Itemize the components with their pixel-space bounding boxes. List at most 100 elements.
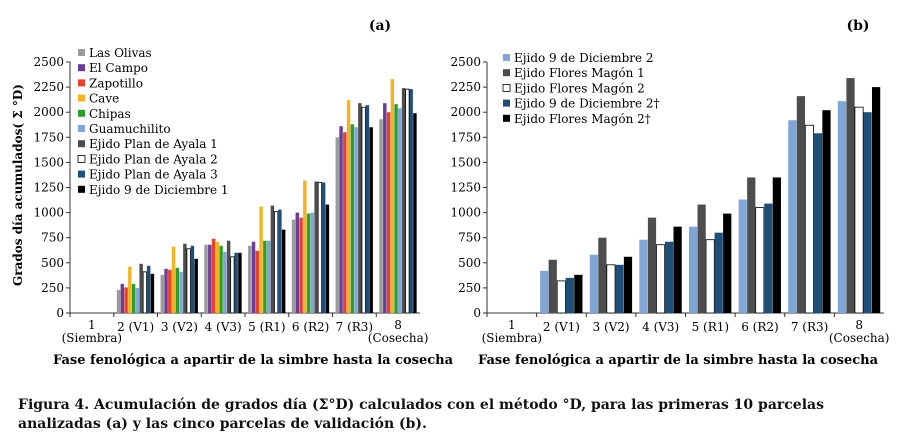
y-tick-label-a: 1250: [33, 181, 64, 195]
bar: [369, 127, 373, 313]
legend-swatch: [78, 170, 85, 178]
y-tick-label-b: 1500: [450, 155, 481, 169]
bar: [398, 108, 402, 314]
bar: [234, 252, 238, 313]
bar: [223, 251, 227, 313]
legend-label: Las Olivas: [89, 46, 152, 60]
bar: [383, 103, 387, 313]
bar: [401, 88, 406, 313]
legend-label: Guamuchilito: [89, 122, 171, 136]
legend-swatch: [503, 114, 510, 122]
legend-label: El Campo: [89, 61, 148, 75]
bar: [150, 273, 155, 313]
bar: [565, 277, 574, 313]
bar: [409, 89, 413, 313]
legend-label: Ejido Plan de Ayala 2: [89, 152, 218, 166]
bar: [238, 252, 242, 313]
bar: [390, 79, 395, 314]
bar: [556, 280, 566, 314]
figure-caption: Figura 4. Acumulación de grados día (Σ°D…: [18, 397, 824, 432]
bar: [361, 106, 366, 314]
bar: [259, 206, 263, 313]
bar: [548, 259, 557, 313]
bar: [168, 269, 172, 313]
bar: [116, 289, 121, 313]
bar: [804, 124, 814, 314]
x-axis-title-a: Fase fenológica a apartir de la simbre h…: [53, 353, 454, 368]
bar: [183, 243, 187, 313]
y-tick-label-a: 2250: [33, 80, 64, 94]
legend-swatch: [78, 94, 85, 102]
bar: [697, 204, 706, 313]
bar: [598, 237, 607, 313]
bar: [215, 241, 220, 313]
legend-label: Ejido 9 de Diciembre 1: [89, 183, 229, 197]
bar: [120, 283, 125, 313]
bar: [270, 205, 275, 313]
bar: [350, 124, 355, 313]
x-tick-label-a: 3 (V2): [161, 320, 198, 334]
bar: [291, 219, 296, 313]
y-tick-label-b: 2500: [450, 55, 481, 69]
bar: [822, 110, 831, 313]
y-tick-label-b: 1000: [450, 206, 481, 220]
bar: [295, 212, 300, 313]
x-tick-label-b: 1: [508, 318, 516, 332]
bar: [314, 181, 318, 313]
y-tick-label-b: 0: [473, 306, 481, 320]
legend-label: Ejido Flores Magón 2: [514, 81, 645, 95]
y-tick-label-b: 1750: [450, 130, 481, 144]
x-tick-label-a: (Siembra): [62, 331, 122, 345]
bar: [615, 264, 624, 313]
legend-label: Cave: [89, 92, 119, 106]
bar: [540, 270, 549, 313]
x-tick-label-b: 7 (R3): [791, 320, 828, 334]
bar: [251, 241, 256, 313]
bar: [365, 105, 370, 313]
bar: [230, 256, 235, 314]
bar: [339, 126, 343, 313]
bar: [413, 113, 417, 313]
x-tick-label-a: 6 (R2): [292, 320, 329, 334]
panel-label-a: (a): [369, 18, 391, 34]
bar: [281, 229, 286, 313]
y-tick-label-a: 0: [56, 306, 64, 320]
bar: [354, 127, 358, 313]
bar: [705, 239, 715, 314]
bar: [278, 209, 282, 313]
bar: [656, 244, 666, 314]
x-tick-label-b: 6 (R2): [741, 320, 778, 334]
legend-label: Ejido Flores Magón 1: [514, 66, 645, 80]
bar: [738, 199, 747, 313]
y-tick-label-b: 2250: [450, 80, 481, 94]
y-tick-label-a: 500: [41, 256, 64, 270]
y-tick-label-a: 250: [41, 281, 64, 295]
x-tick-label-a: 5 (R1): [248, 320, 285, 334]
bar: [142, 271, 148, 314]
bar: [606, 264, 616, 314]
bar: [772, 177, 781, 313]
legend-swatch: [503, 69, 510, 77]
x-tick-label-b: (Siembra): [482, 331, 542, 345]
bar: [358, 103, 362, 313]
bar: [226, 240, 231, 313]
bar: [160, 274, 165, 313]
bar: [124, 287, 128, 313]
legend-swatch: [503, 54, 510, 61]
bar: [688, 226, 698, 313]
y-axis-title-a: Grados día acumulados( Σ °D): [11, 84, 25, 286]
legend-swatch: [78, 140, 85, 148]
y-tick-label-a: 2000: [33, 105, 64, 119]
x-tick-label-b: 8: [855, 318, 863, 332]
bar: [131, 283, 136, 313]
x-tick-label-a: (Cosecha): [368, 331, 429, 345]
bar: [194, 258, 198, 313]
bar: [673, 226, 682, 313]
bar: [335, 137, 340, 313]
bar: [211, 238, 216, 313]
bar: [306, 213, 311, 313]
legend-swatch: [78, 79, 85, 87]
y-tick-label-a: 750: [41, 231, 64, 245]
legend-swatch: [502, 84, 511, 92]
